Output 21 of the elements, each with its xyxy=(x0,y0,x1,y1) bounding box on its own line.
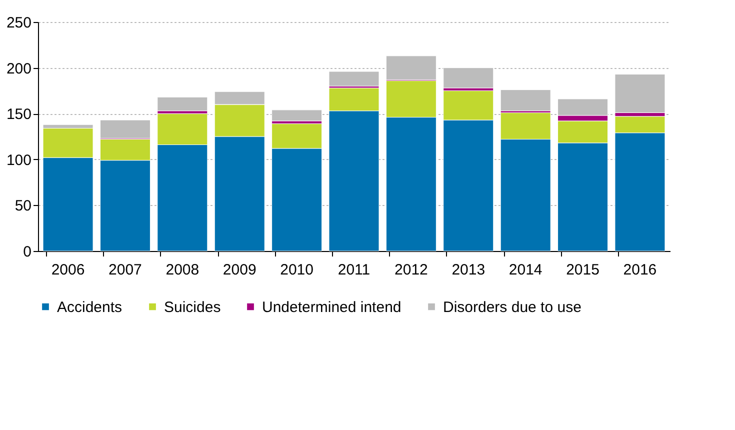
legend-label: Disorders due to use xyxy=(443,298,582,316)
x-tick-label: 2010 xyxy=(280,262,314,278)
x-tick-label: 2012 xyxy=(394,262,428,278)
x-tick-label: 2015 xyxy=(566,262,600,278)
x-tick-label: 2013 xyxy=(452,262,486,278)
y-tick-label: 150 xyxy=(6,106,32,124)
legend-label: Accidents xyxy=(57,298,122,316)
y-tick-label: 100 xyxy=(6,152,32,169)
x-tick-label: 2016 xyxy=(623,262,657,278)
x-tick-label: 2008 xyxy=(166,262,200,278)
x-tick-label: 2006 xyxy=(51,262,85,278)
y-tick-label: 0 xyxy=(23,244,32,260)
x-tick-label: 2009 xyxy=(222,262,256,278)
x-tick-label: 2011 xyxy=(338,262,370,278)
legend-label: Undetermined intend xyxy=(262,298,402,316)
x-tick-label: 2014 xyxy=(508,262,542,278)
y-tick-label: 250 xyxy=(6,14,32,32)
x-tick-label: 2007 xyxy=(108,262,142,278)
legend-label: Suicides xyxy=(164,298,221,316)
y-tick-label: 200 xyxy=(6,60,32,78)
y-tick-label: 50 xyxy=(14,198,32,215)
